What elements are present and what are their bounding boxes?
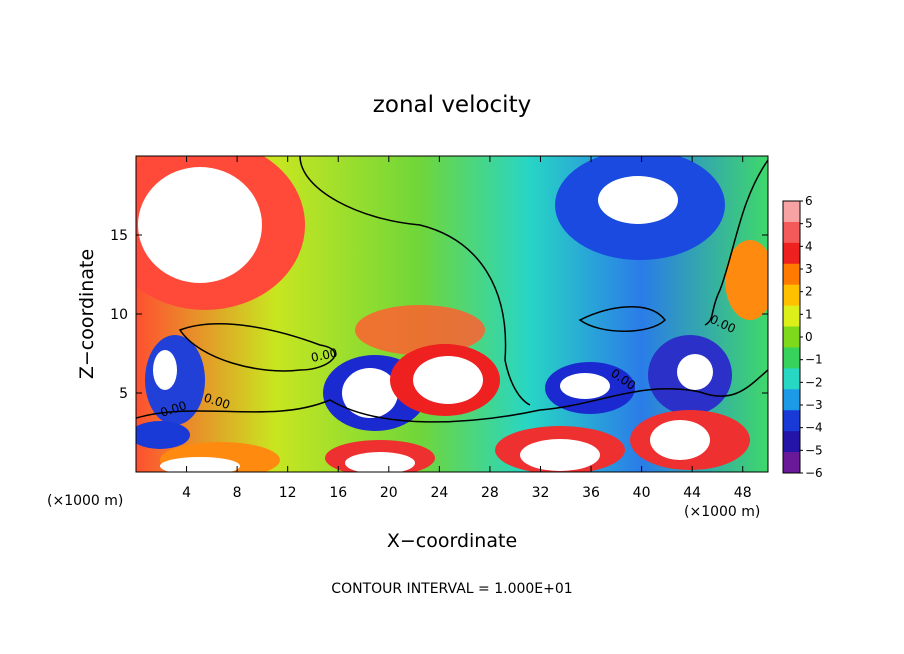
zero-contour — [299, 156, 531, 406]
colorbar-swatch — [783, 201, 800, 223]
negative-region — [136, 421, 190, 449]
colorbar-label: −1 — [805, 353, 823, 367]
colorbar-label: 4 — [805, 239, 813, 253]
x-axis-label: X−coordinate — [387, 530, 517, 552]
positive-region — [725, 240, 768, 320]
field-patches — [136, 156, 768, 472]
x-tick-label: 24 — [430, 485, 448, 501]
positive-region — [413, 356, 483, 404]
colorbar-swatch — [783, 410, 800, 432]
x-tick-label: 8 — [233, 485, 242, 501]
zero-contour — [704, 159, 768, 326]
y-tick-label: 10 — [110, 307, 128, 323]
colorbar-swatch — [783, 326, 800, 348]
colorbar-swatch — [783, 263, 800, 286]
contour-interval-note: CONTOUR INTERVAL = 1.000E+01 — [331, 581, 572, 597]
colorbar-swatch — [783, 347, 800, 369]
positive-region — [345, 452, 415, 472]
zero-contour — [136, 369, 768, 423]
colorbar: 6 5 4 3 2 1 0 −1 −2 −3 −4 −5 −6 — [782, 194, 823, 480]
negative-region — [560, 373, 610, 399]
colorbar-label: −6 — [805, 466, 823, 480]
positive-region — [160, 457, 240, 472]
positive-region — [138, 167, 262, 283]
colorbar-label: 5 — [805, 217, 813, 231]
x-tick-label: 20 — [380, 485, 398, 501]
positive-region — [650, 420, 710, 460]
zero-contours — [136, 156, 768, 423]
zero-contour — [578, 306, 666, 332]
colorbar-swatch — [783, 389, 800, 411]
positive-region — [355, 305, 485, 355]
colorbar-swatch — [783, 452, 800, 474]
y-tick-label: 5 — [119, 386, 128, 402]
colorbar-label: −3 — [805, 398, 823, 412]
y-axis: 5 10 15 — [110, 228, 768, 402]
colorbar-swatch — [783, 431, 800, 453]
colorbar-label: 0 — [805, 330, 813, 344]
colorbar-swatch — [783, 368, 800, 390]
y-axis-label: Z−coordinate — [76, 249, 98, 379]
colorbar-label: 6 — [805, 194, 813, 208]
colorbar-swatch — [783, 284, 800, 307]
colorbar-label: 2 — [805, 285, 813, 299]
colorbar-label: −4 — [805, 421, 823, 435]
colorbar-swatch — [783, 242, 800, 265]
positive-region — [520, 439, 600, 471]
x-tick-label: 40 — [633, 485, 651, 501]
negative-region — [598, 176, 678, 224]
x-tick-label: 12 — [279, 485, 297, 501]
zero-contour — [178, 323, 336, 372]
negative-region — [342, 368, 398, 418]
colorbar-swatch — [783, 305, 800, 328]
colorbar-label: 3 — [805, 262, 813, 276]
colorbar-label: −5 — [805, 443, 823, 457]
colorbar-label: −2 — [805, 375, 823, 389]
negative-region — [677, 354, 713, 390]
x-tick-label: 36 — [582, 485, 600, 501]
contour-label: 0.00 — [310, 346, 339, 365]
x-tick-label: 32 — [532, 485, 550, 501]
colorbar-label: 1 — [805, 307, 813, 321]
y-tick-label: 15 — [110, 228, 128, 244]
plot-area: 0.00 0.00 0.00 0.00 0.00 — [136, 156, 768, 472]
x-tick-label: 16 — [329, 485, 347, 501]
negative-region — [153, 350, 177, 390]
x-tick-label: 44 — [683, 485, 701, 501]
x-unit-right: (×1000 m) — [684, 504, 760, 520]
x-unit-left: (×1000 m) — [47, 493, 123, 509]
colorbar-swatch — [783, 221, 800, 244]
x-tick-label: 4 — [182, 485, 191, 501]
x-tick-label: 28 — [481, 485, 499, 501]
chart-title: zonal velocity — [373, 92, 531, 118]
x-tick-label: 48 — [734, 485, 752, 501]
x-axis: 4 8 12 16 20 24 28 32 36 40 44 48 — [182, 156, 752, 501]
